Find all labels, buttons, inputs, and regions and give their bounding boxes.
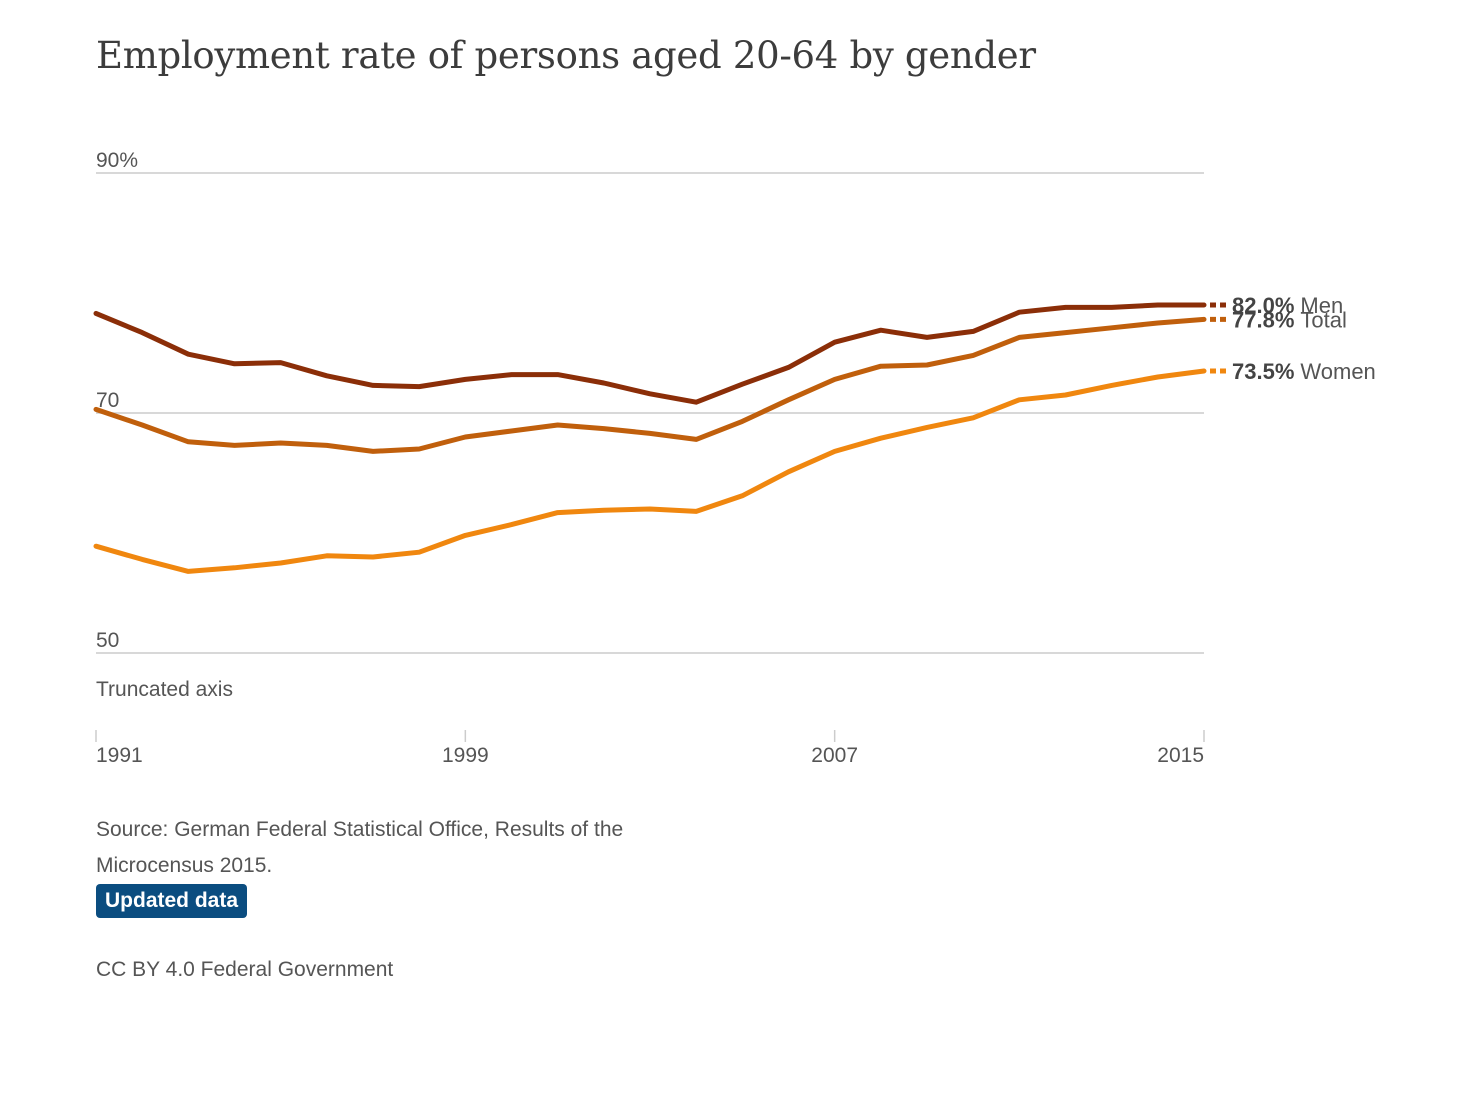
end-label-men: 82.0% Men [1232, 293, 1343, 318]
end-label-value-total: 77.8% [1232, 307, 1294, 332]
end-label-value-men: 82.0% [1232, 293, 1294, 318]
updated-data-badge[interactable]: Updated data [96, 884, 248, 918]
chart-title: Employment rate of persons aged 20-64 by… [96, 34, 1036, 77]
source-text: Source: German Federal Statistical Offic… [96, 818, 624, 877]
end-label-name-total: Total [1300, 307, 1346, 332]
x-tick-label-1991: 1991 [96, 744, 143, 767]
series-line-total [93, 316, 1207, 454]
x-axis: 1991 1999 2007 2015 [95, 730, 1205, 767]
end-label-name-women: Women [1300, 359, 1375, 384]
x-tick-label-1999: 1999 [442, 744, 489, 767]
series-lines [93, 302, 1207, 574]
license-text: CC BY 4.0 Federal Government [96, 958, 394, 981]
x-tick-label-2015: 2015 [1157, 744, 1204, 767]
end-label-women: 73.5% Women [1232, 359, 1376, 384]
end-label-value-women: 73.5% [1232, 359, 1294, 384]
series-line-men [93, 302, 1207, 405]
end-label-name-men: Men [1300, 293, 1343, 318]
y-tick-label-70: 70 [96, 389, 119, 412]
x-tick-label-2007: 2007 [811, 744, 858, 767]
truncated-axis-note: Truncated axis [96, 678, 233, 701]
y-tick-label-50: 50 [96, 629, 119, 652]
end-label-total: 77.8% Total [1232, 307, 1347, 332]
series-line-women [93, 368, 1207, 574]
grid: 90% 70 50 [96, 149, 1204, 654]
y-tick-label-90: 90% [96, 149, 138, 172]
